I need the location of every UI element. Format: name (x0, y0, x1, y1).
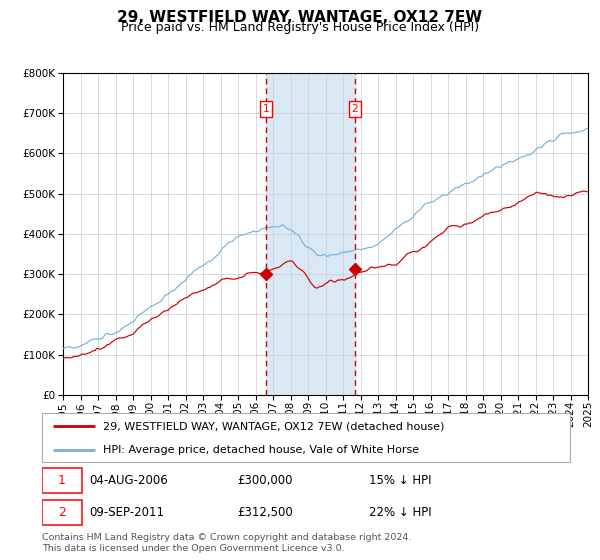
FancyBboxPatch shape (42, 500, 82, 525)
Text: 29, WESTFIELD WAY, WANTAGE, OX12 7EW: 29, WESTFIELD WAY, WANTAGE, OX12 7EW (118, 10, 482, 25)
Text: Price paid vs. HM Land Registry's House Price Index (HPI): Price paid vs. HM Land Registry's House … (121, 21, 479, 34)
Text: 09-SEP-2011: 09-SEP-2011 (89, 506, 164, 519)
Text: 22% ↓ HPI: 22% ↓ HPI (370, 506, 432, 519)
Text: 29, WESTFIELD WAY, WANTAGE, OX12 7EW (detached house): 29, WESTFIELD WAY, WANTAGE, OX12 7EW (de… (103, 421, 444, 431)
Text: 2: 2 (352, 104, 358, 114)
Text: 04-AUG-2006: 04-AUG-2006 (89, 474, 168, 487)
Text: HPI: Average price, detached house, Vale of White Horse: HPI: Average price, detached house, Vale… (103, 445, 419, 455)
Text: 1: 1 (262, 104, 269, 114)
Text: Contains HM Land Registry data © Crown copyright and database right 2024.
This d: Contains HM Land Registry data © Crown c… (42, 533, 412, 553)
Bar (266, 73, 355, 395)
Text: 2: 2 (58, 506, 66, 519)
FancyBboxPatch shape (42, 468, 82, 493)
Text: 15% ↓ HPI: 15% ↓ HPI (370, 474, 432, 487)
Text: £312,500: £312,500 (238, 506, 293, 519)
Text: £300,000: £300,000 (238, 474, 293, 487)
Text: 1: 1 (58, 474, 66, 487)
FancyBboxPatch shape (42, 413, 570, 462)
